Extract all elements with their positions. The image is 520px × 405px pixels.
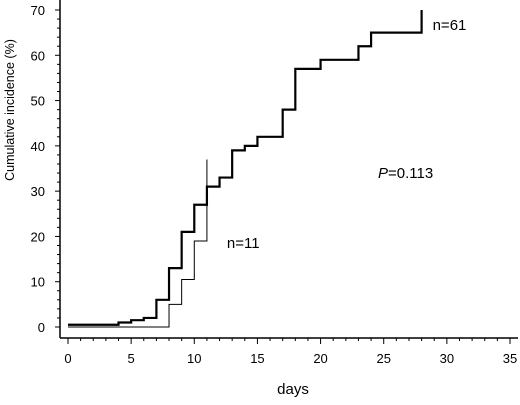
y-tick-label: 70 xyxy=(31,3,45,18)
x-tick-label: 5 xyxy=(128,351,135,366)
axes xyxy=(59,0,518,339)
x-tick-label: 15 xyxy=(250,351,264,366)
x-tick-label: 25 xyxy=(376,351,390,366)
series-labels: n=61 n=11 xyxy=(227,17,466,252)
series-layer xyxy=(68,10,423,328)
p-value-symbol: P xyxy=(378,165,388,182)
x-tick-label: 10 xyxy=(187,351,201,366)
series-line-n61 xyxy=(68,10,423,326)
y-axis-label: Cumulative incidence (%) xyxy=(3,39,17,181)
series-label: n=61 xyxy=(433,17,467,34)
x-tick-label: 30 xyxy=(440,351,454,366)
y-tick-label: 40 xyxy=(31,139,45,154)
ticks xyxy=(55,9,511,344)
p-value-text: =0.113 xyxy=(388,165,433,182)
series-label: n=11 xyxy=(227,235,260,252)
x-tick-label: 0 xyxy=(64,351,71,366)
y-tick-label: 60 xyxy=(31,48,45,63)
y-tick-label: 0 xyxy=(38,320,45,335)
y-tick-label: 20 xyxy=(31,229,45,244)
series-line-n11 xyxy=(68,159,208,328)
tick-labels: 0 10 20 30 40 50 60 70 0 5 10 15 20 25 30 35 xyxy=(31,3,518,366)
x-tick-label: 20 xyxy=(313,351,327,366)
y-tick-label: 50 xyxy=(31,94,45,109)
p-value-annotation: P=0.113 xyxy=(378,165,433,182)
x-axis-label: days xyxy=(277,381,309,398)
y-tick-label: 30 xyxy=(31,184,45,199)
y-tick-label: 10 xyxy=(31,275,45,290)
x-tick-label: 35 xyxy=(503,351,517,366)
